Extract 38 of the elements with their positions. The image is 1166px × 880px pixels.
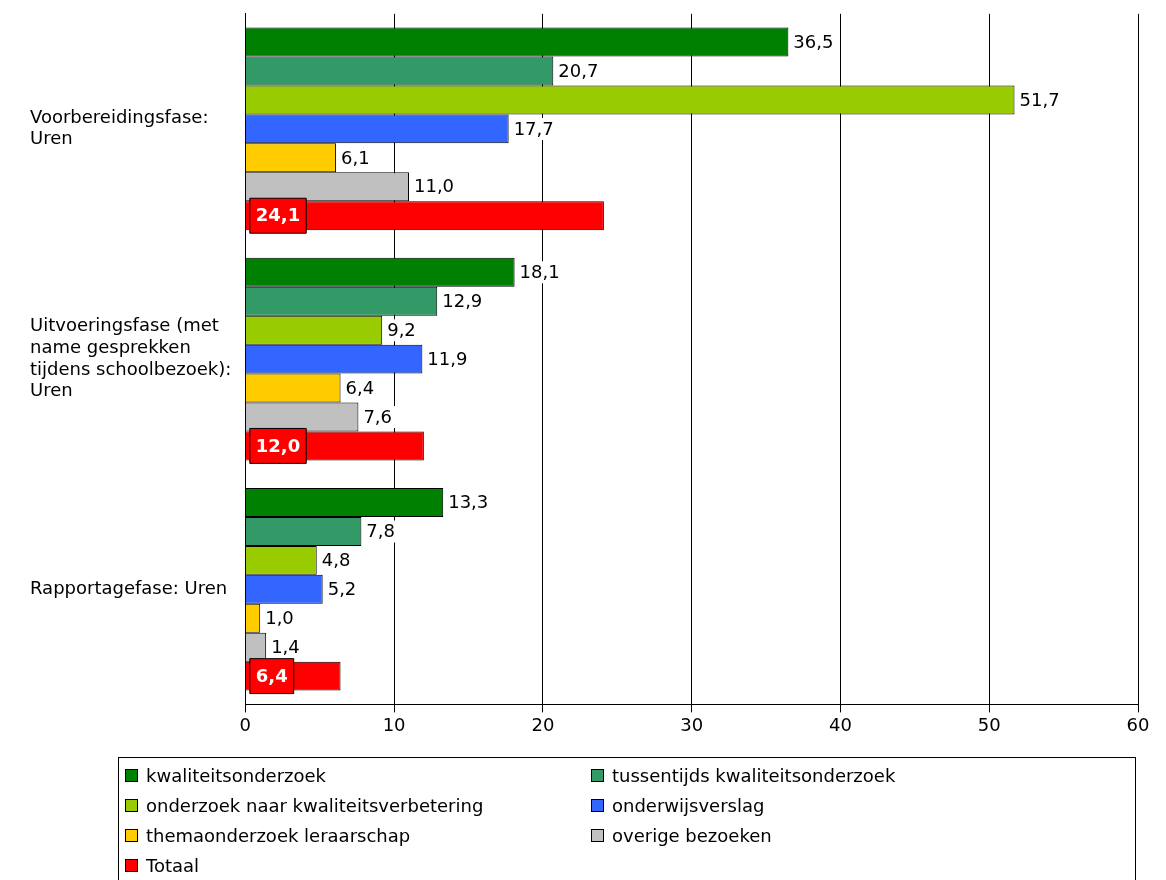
data-label: 18,1 <box>519 260 560 282</box>
x-tick-label: 20 <box>531 713 555 735</box>
y-tick-label: Uitvoeringsfase (met name gesprekken tijdens schoolbezoek): Uren <box>30 314 232 401</box>
data-label: 24,1 <box>255 204 301 226</box>
data-label: 36,5 <box>793 30 834 52</box>
y-tick-label: Voorbereidingsfase: Uren <box>30 105 209 149</box>
data-label: 13,3 <box>448 491 489 513</box>
data-label: 1,0 <box>265 606 294 628</box>
y-tick-label: Rapportagefase: Uren <box>30 576 228 598</box>
legend-label: Totaal <box>145 853 201 878</box>
legend-label: onderzoek naar kwaliteitsverbetering <box>145 793 485 818</box>
data-label: 11,0 <box>413 175 455 197</box>
data-label: 12,0 <box>255 434 301 456</box>
data-label: 6,4 <box>345 376 375 398</box>
data-label: 6,4 <box>255 664 288 686</box>
legend-label: kwaliteitsonderzoek <box>145 763 328 788</box>
data-label: 1,4 <box>271 635 300 657</box>
data-label: 51,7 <box>1019 88 1060 110</box>
x-tick-label: 10 <box>382 713 406 735</box>
x-tick-label: 60 <box>1126 713 1150 735</box>
x-tick-label: 50 <box>977 713 1001 735</box>
data-label: 6,1 <box>341 146 370 168</box>
data-label: 17,7 <box>513 117 554 139</box>
x-tick-label: 40 <box>828 713 852 735</box>
data-label: 7,8 <box>366 520 396 542</box>
legend-label: overige bezoeken <box>611 823 773 848</box>
data-label: 9,2 <box>387 318 416 340</box>
data-label: 20,7 <box>558 59 599 81</box>
legend-label: onderwijsverslag <box>611 793 766 818</box>
data-label: 4,8 <box>321 549 351 571</box>
legend-label: themaonderzoek leraarschap <box>145 823 412 848</box>
x-tick-label: 30 <box>680 713 704 735</box>
data-label: 5,2 <box>327 577 357 599</box>
data-label: 7,6 <box>363 405 393 427</box>
legend-label: tussentijds kwaliteitsonderzoek <box>611 763 897 788</box>
data-label: 12,9 <box>442 289 483 311</box>
data-label: 11,9 <box>427 347 468 369</box>
x-tick-label: 0 <box>239 713 252 735</box>
